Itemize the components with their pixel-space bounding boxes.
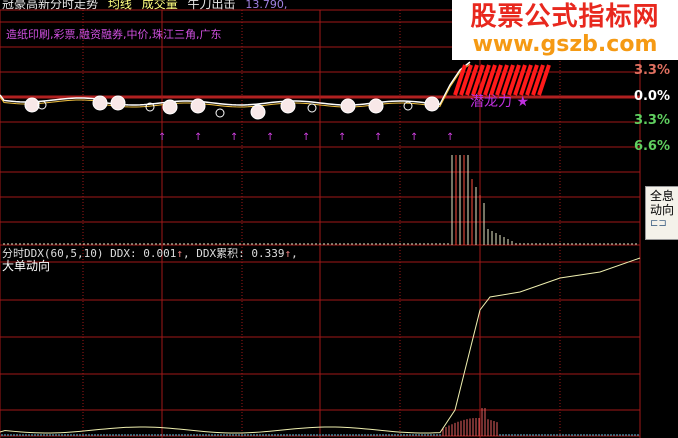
buy-signal-arrow [483, 64, 497, 96]
ddx-header: 分时DDX(60,5,10) DDX: 0.001↑, DDX累积: 0.339… [2, 247, 298, 260]
buy-signal-arrow [465, 64, 479, 96]
ddx-up-arrow-icon: ↑ [176, 247, 183, 260]
axis-label-up: 3.3% [633, 63, 670, 78]
ring-marker-icon [307, 103, 317, 113]
buy-signal-arrow [501, 64, 515, 96]
buy-signal-arrow [459, 64, 473, 96]
smiley-icon [340, 98, 356, 114]
buy-signal-arrow [495, 64, 509, 96]
ddx-cumulative-line [0, 257, 641, 434]
buy-signal-arrow [537, 64, 551, 96]
buy-signal-arrow [507, 64, 521, 96]
star-icon: ★ [516, 94, 530, 110]
watermark: 股票公式指标网 www.gszb.com [452, 0, 678, 60]
smiley-icon [162, 99, 178, 115]
quanxi-dongxiang-button[interactable]: 全息 动向 ⊏⊐ [645, 186, 678, 240]
smiley-icon [424, 96, 440, 112]
ddx-panel-name: 大单动向 [2, 259, 51, 273]
up-arrow-icon: ↑ [158, 132, 166, 143]
axis-label-down1: 3.3% [633, 113, 670, 128]
up-arrow-icon: ↑ [194, 132, 202, 143]
axis-label-down2: 6.6% [633, 139, 670, 154]
buy-signal-arrow [513, 64, 527, 96]
buy-signal-arrow [489, 64, 503, 96]
smiley-icon [92, 95, 108, 111]
indicator-ma[interactable]: 均线 [107, 0, 132, 11]
ring-marker-icon [215, 108, 225, 118]
chart-title-bar: 冠豪高新分时走势 均线 成交量 牛刀出击 13.790, [2, 0, 293, 12]
smiley-icon [24, 97, 40, 113]
smiley-icon [110, 95, 126, 111]
up-arrow-icon: ↑ [446, 132, 454, 143]
buy-signal-arrow [531, 64, 545, 96]
ddx-cum-up-arrow-icon: ↑ [284, 247, 292, 260]
indicator-niudao[interactable]: 牛刀出击 [187, 0, 236, 11]
smiley-icon [250, 104, 266, 120]
buy-signal-arrow [525, 64, 539, 96]
up-arrow-icon: ↑ [338, 132, 346, 143]
up-arrow-icon: ↑ [230, 132, 238, 143]
price-value: 13.790, [245, 0, 288, 11]
flow-icon: ⊏⊐ [650, 218, 667, 229]
smiley-icon [368, 98, 384, 114]
button-line1: 全息 [650, 189, 675, 203]
price-line [0, 61, 471, 106]
concept-tags: 造纸印刷,彩票,融资融券,中价,珠江三角,广东 [6, 28, 222, 41]
buy-signal-arrow [519, 64, 533, 96]
buy-signal-arrow [477, 64, 491, 96]
up-arrow-icon: ↑ [302, 132, 310, 143]
smiley-icon [190, 98, 206, 114]
axis-label-zero: 0.0% [633, 89, 670, 104]
up-arrow-icon: ↑ [374, 132, 382, 143]
ddx-params: 分时DDX(60,5,10) [2, 247, 104, 260]
stock-title: 冠豪高新分时走势 [2, 0, 99, 11]
up-arrow-icon: ↑ [266, 132, 274, 143]
chart-annotation: 潜龙力 ★ [470, 94, 530, 110]
indicator-volume[interactable]: 成交量 [141, 0, 178, 11]
up-arrow-icon: ↑ [410, 132, 418, 143]
smiley-icon [280, 98, 296, 114]
ring-marker-icon [403, 101, 413, 111]
watermark-title: 股票公式指标网 [470, 2, 660, 32]
ring-marker-icon [37, 100, 47, 110]
watermark-url: www.gszb.com [472, 32, 658, 57]
ddx-cum-value: DDX累积: 0.339 [196, 247, 285, 260]
button-line2: 动向 [650, 203, 675, 217]
buy-signal-arrow [471, 64, 485, 96]
ring-marker-icon [145, 102, 155, 112]
buy-signal-arrow [453, 64, 467, 96]
ddx-value: DDX: 0.001 [110, 247, 177, 260]
